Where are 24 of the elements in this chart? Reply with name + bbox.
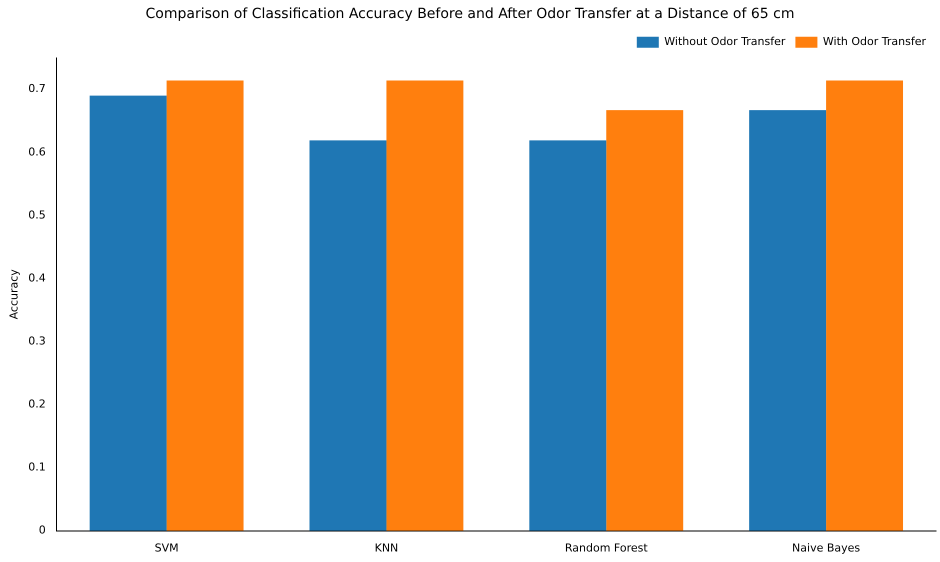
y-tick-label: 0.6 [28,145,46,158]
chart-title: Comparison of Classification Accuracy Before and After Odor Transfer at a Distance of 65 cm [146,6,794,22]
y-axis-title: Accuracy [7,268,20,320]
bar [826,80,904,531]
x-tick-label: Random Forest [564,541,648,554]
bar [90,96,167,531]
y-tick-label: 0.5 [28,208,46,222]
y-tick-label: 0.7 [28,82,46,96]
legend-label: With Odor Transfer [822,35,926,48]
x-tick-label: KNN [374,541,398,554]
legend-label: Without Odor Transfer [664,35,786,48]
bar [386,80,464,531]
bar [606,110,684,531]
bar [749,110,826,531]
y-tick-label: 0.4 [28,271,46,284]
bar [529,140,606,531]
x-tick-label: Naive Bayes [792,541,860,554]
bar [309,140,386,531]
y-tick-label: 0.1 [28,460,46,474]
y-tick-label: 0 [38,524,46,537]
x-tick-label: SVM [154,541,179,554]
bar [166,80,244,531]
y-tick-label: 0.3 [28,334,46,348]
y-tick-label: 0.2 [28,398,46,411]
